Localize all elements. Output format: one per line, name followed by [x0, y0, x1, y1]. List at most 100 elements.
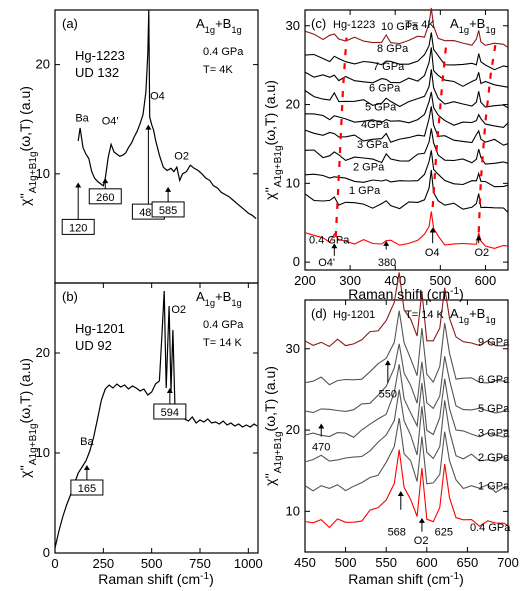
- y-tick-label: 20: [36, 57, 50, 72]
- spectrum-line-c-6: [304, 69, 509, 109]
- pressure-label: 1 GPa: [349, 185, 381, 197]
- y-tick-label: 20: [286, 97, 300, 112]
- peak-label: O2: [174, 151, 189, 163]
- y-tick-label: 30: [286, 18, 300, 33]
- x-tick-label: 650: [457, 555, 479, 570]
- peak-arrow-head: [102, 178, 109, 184]
- sample-annotation: UD 132: [75, 65, 119, 80]
- pressure-label: 9 GPa: [478, 336, 510, 348]
- x-tick-label: 700: [497, 555, 519, 570]
- peak-arrow-head: [429, 227, 436, 233]
- peak-label: O2: [171, 304, 186, 316]
- y-tick-label: 10: [36, 166, 50, 181]
- x-tick-label: 600: [416, 555, 438, 570]
- y-axis-title-a: χ''A1g+B1g(ω,T) (a.u): [17, 86, 39, 206]
- peak-label: 470: [312, 441, 330, 453]
- symmetry-label: A1g+B1g: [196, 16, 242, 35]
- peak-label: 550: [379, 389, 397, 401]
- peak-arrow-head: [397, 491, 404, 497]
- peak-label: 380: [378, 257, 396, 269]
- x-tick-label: 750: [189, 556, 211, 571]
- peak-label: O2: [414, 535, 429, 547]
- peak-label: O4': [318, 257, 335, 269]
- y-tick-label: 0: [293, 254, 300, 269]
- spectrum-line-c-7: [304, 47, 509, 88]
- pressure-label: 5 GPa: [478, 403, 510, 415]
- peak-arrow-head: [475, 235, 482, 241]
- x-tick-label: 1000: [234, 556, 263, 571]
- pressure-label: 0.4 GPa: [309, 234, 350, 246]
- peak-arrow-head: [75, 182, 82, 188]
- x-tick-label: 450: [294, 555, 316, 570]
- pressure-label: 6 GPa: [369, 83, 401, 95]
- y-axis-title-b: χ''A1g+B1g(ω,T) (a.u): [17, 358, 39, 478]
- spectrum-line-d-4: [304, 343, 509, 414]
- pressure-label: 10 GPa: [381, 21, 419, 33]
- peak-position-label: 594: [161, 407, 179, 419]
- sample-annotation: Hg-1201: [333, 309, 375, 321]
- peak-arrow-head: [145, 124, 152, 130]
- panel-label: (c): [311, 16, 326, 31]
- y-axis-title-d: χ''A1g+B1g(ω,T) (a.u): [262, 366, 284, 486]
- peak-label: O4: [425, 247, 440, 259]
- spectrum-line-d-2: [304, 389, 509, 463]
- peak-label: Ba: [80, 436, 94, 448]
- x-axis-title-d: Raman shift (cm-1): [348, 571, 464, 588]
- y-tick-label: 20: [36, 345, 50, 360]
- x-tick-label: 250: [92, 556, 114, 571]
- y-tick-label: 10: [36, 445, 50, 460]
- panel-label: (d): [311, 306, 327, 321]
- peak-position-box: [70, 479, 104, 496]
- peak-trend-dashline: [334, 37, 348, 237]
- peak-position-label: 260: [96, 192, 114, 204]
- peak-arrow-head: [318, 423, 325, 429]
- plot-frame-d: [304, 299, 509, 553]
- condition-label: T= 14 K: [203, 337, 242, 349]
- symmetry-label: A1g+B1g: [450, 16, 496, 35]
- spectrum-line-d-5: [304, 310, 509, 386]
- spectrum-line-b: [54, 290, 258, 549]
- peak-position-label: 165: [78, 483, 96, 495]
- condition-label: 0.4 GPa: [203, 319, 244, 331]
- peak-trend-dashline: [431, 39, 448, 208]
- peak-label: O4: [150, 91, 165, 103]
- peak-arrow-head: [418, 517, 425, 523]
- peak-position-box: [153, 403, 187, 420]
- pressure-label: 0.4 GPa: [470, 522, 511, 534]
- peak-arrow-head: [384, 360, 391, 366]
- x-tick-label: 500: [429, 273, 451, 288]
- x-tick-label: 300: [339, 273, 361, 288]
- peak-arrow-head: [331, 243, 338, 249]
- pressure-label: 2 GPa: [478, 452, 510, 464]
- spectrum-line-d-6: [304, 272, 509, 348]
- pressure-label: 3 GPa: [357, 139, 389, 151]
- peak-arrow-head: [166, 388, 173, 393]
- panel-label: (a): [62, 16, 78, 31]
- pressure-label: 2 GPa: [353, 161, 385, 173]
- spectrum-line-c-0: [304, 211, 509, 249]
- peak-label: 568: [388, 527, 406, 539]
- peak-position-box: [61, 218, 95, 235]
- panel-label: (b): [62, 289, 78, 304]
- sample-annotation: Hg-1201: [75, 321, 125, 336]
- peak-label: Ba: [75, 112, 89, 124]
- peak-position-label: 120: [69, 222, 87, 234]
- y-axis-title-c: χ''A1g+B1g(ω,T) (a.u): [262, 80, 284, 200]
- pressure-label: 6 GPa: [478, 374, 510, 386]
- peak-trend-dashline: [477, 44, 497, 233]
- y-tick-label: 20: [286, 422, 300, 437]
- sample-annotation: Hg-1223: [75, 48, 125, 63]
- x-tick-label: 600: [475, 273, 497, 288]
- x-tick-label: 0: [51, 556, 58, 571]
- peak-position-box: [88, 188, 122, 205]
- pressure-label: 4GPa: [361, 119, 390, 131]
- x-tick-label: 200: [294, 273, 316, 288]
- plot-frame-b: [54, 282, 259, 554]
- spectrum-line-d-0: [304, 449, 509, 529]
- x-tick-label: 550: [375, 555, 397, 570]
- spectrum-line-c-4: [304, 106, 509, 146]
- peak-arrow-head: [165, 186, 172, 192]
- spectrum-line-d-3: [304, 364, 509, 438]
- peak-label: O4': [102, 116, 119, 128]
